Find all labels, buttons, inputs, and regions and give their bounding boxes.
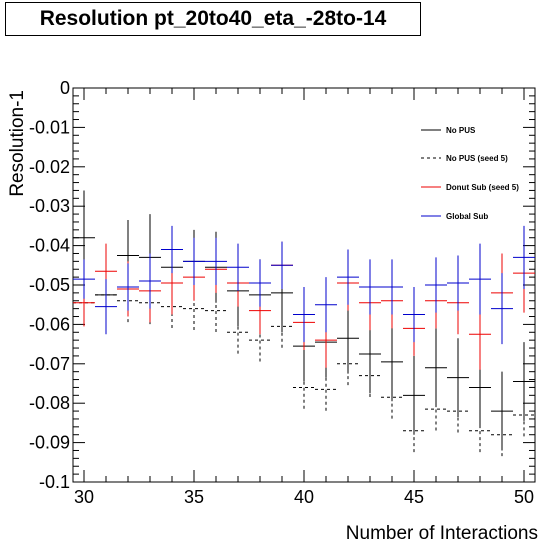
axis-ticks: 0 -0.01 -0.02 -0.03 -0.04 -0.05 -0.06 -0.07 -0.0… [29,78,535,507]
data-point [469,243,491,315]
data-point [513,225,535,289]
data-point [447,338,469,417]
data-point [183,237,205,285]
data-point [381,259,403,315]
y-tick-label: 0 [60,78,70,98]
series-global-sub [73,225,535,345]
data-point [227,243,249,291]
data-point [447,255,469,311]
legend: No PUS No PUS (seed 5) Donut Sub (seed 5) G… [421,126,519,221]
x-tick-label: 45 [404,487,424,507]
x-axis-title: Number of Interactions [346,523,538,543]
data-point [337,249,359,305]
y-tick-label: -0.1 [39,472,70,492]
data-point [425,257,447,313]
legend-label: Global Sub [446,212,488,221]
chart-title-box: Resolution pt_20to40_eta_-28to-14 [5,2,421,36]
data-point [117,263,139,311]
data-point [381,373,403,421]
plot-frame [72,87,536,483]
legend-label: Donut Sub (seed 5) [446,183,519,192]
x-tick-label: 35 [184,487,204,507]
data-point [491,273,513,345]
y-tick-label: -0.02 [29,157,70,177]
legend-label: No PUS [446,126,476,135]
data-point [425,328,447,408]
data-point [271,302,293,351]
y-tick-label: -0.05 [29,275,70,295]
data-point [491,411,513,459]
x-tick-label: 40 [294,487,314,507]
data-point [359,351,381,400]
data-marks [73,190,535,459]
y-tick-label: -0.01 [29,117,70,137]
y-tick-label: -0.07 [29,354,70,374]
data-point [513,342,535,421]
data-point [293,286,315,343]
data-point [205,237,227,285]
data-point [205,286,227,335]
data-point [293,363,315,412]
data-point [403,407,425,455]
y-tick-label: -0.09 [29,433,70,453]
data-point [403,355,425,435]
data-point [249,259,271,307]
data-point [161,225,183,274]
data-point [271,241,293,289]
data-point [227,308,249,356]
data-point [337,302,359,374]
data-point [359,259,381,315]
y-tick-label: -0.03 [29,196,70,216]
data-point [381,322,403,402]
y-axis-title: Resolution-1 [7,90,28,197]
y-tick-label: -0.04 [29,236,70,256]
data-point [447,387,469,435]
data-point [425,385,447,433]
data-point [315,365,337,414]
data-point [403,286,425,343]
data-point [95,279,117,335]
data-point [337,340,359,388]
data-point [513,391,535,439]
data-point [73,259,95,299]
data-point [469,407,491,455]
chart-title: Resolution pt_20to40_eta_-28to-14 [39,7,387,30]
legend-label: No PUS (seed 5) [446,154,508,163]
x-tick-label: 50 [514,487,534,507]
x-tick-label: 30 [74,487,94,507]
y-tick-label: -0.06 [29,314,70,334]
data-point [139,253,161,309]
y-tick-label: -0.08 [29,393,70,413]
data-point [315,277,337,333]
